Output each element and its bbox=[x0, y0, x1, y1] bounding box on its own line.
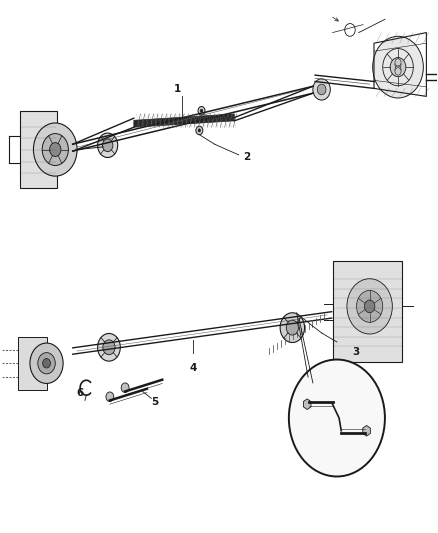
Circle shape bbox=[317, 84, 326, 95]
Bar bbox=[332, 261, 403, 362]
Circle shape bbox=[280, 313, 304, 343]
Circle shape bbox=[390, 58, 406, 77]
Circle shape bbox=[33, 123, 77, 176]
Text: 1: 1 bbox=[174, 84, 181, 94]
Circle shape bbox=[395, 66, 401, 74]
Circle shape bbox=[106, 392, 114, 401]
Circle shape bbox=[102, 139, 113, 152]
Circle shape bbox=[38, 353, 55, 374]
Circle shape bbox=[373, 36, 424, 98]
Text: 5: 5 bbox=[151, 397, 159, 407]
Text: 3: 3 bbox=[352, 346, 360, 357]
Circle shape bbox=[395, 59, 401, 66]
Circle shape bbox=[42, 359, 50, 368]
Circle shape bbox=[98, 133, 118, 158]
Circle shape bbox=[395, 61, 401, 68]
Circle shape bbox=[196, 126, 203, 135]
Polygon shape bbox=[304, 399, 311, 409]
Bar bbox=[20, 111, 57, 188]
Bar bbox=[18, 337, 46, 390]
Text: 6: 6 bbox=[76, 388, 84, 398]
Circle shape bbox=[103, 340, 115, 355]
Circle shape bbox=[121, 383, 129, 392]
Circle shape bbox=[198, 107, 205, 115]
Circle shape bbox=[395, 68, 401, 75]
Circle shape bbox=[98, 334, 120, 361]
Circle shape bbox=[42, 134, 68, 165]
Text: 4: 4 bbox=[189, 364, 197, 373]
Circle shape bbox=[313, 79, 330, 100]
Polygon shape bbox=[363, 425, 371, 436]
Circle shape bbox=[49, 143, 61, 157]
Circle shape bbox=[357, 290, 383, 322]
Circle shape bbox=[286, 320, 298, 335]
Circle shape bbox=[200, 109, 203, 112]
Circle shape bbox=[30, 343, 63, 383]
Circle shape bbox=[198, 129, 201, 132]
Polygon shape bbox=[134, 114, 234, 127]
Circle shape bbox=[289, 360, 385, 477]
Circle shape bbox=[364, 300, 375, 313]
Circle shape bbox=[347, 279, 392, 334]
Text: 2: 2 bbox=[243, 152, 250, 162]
